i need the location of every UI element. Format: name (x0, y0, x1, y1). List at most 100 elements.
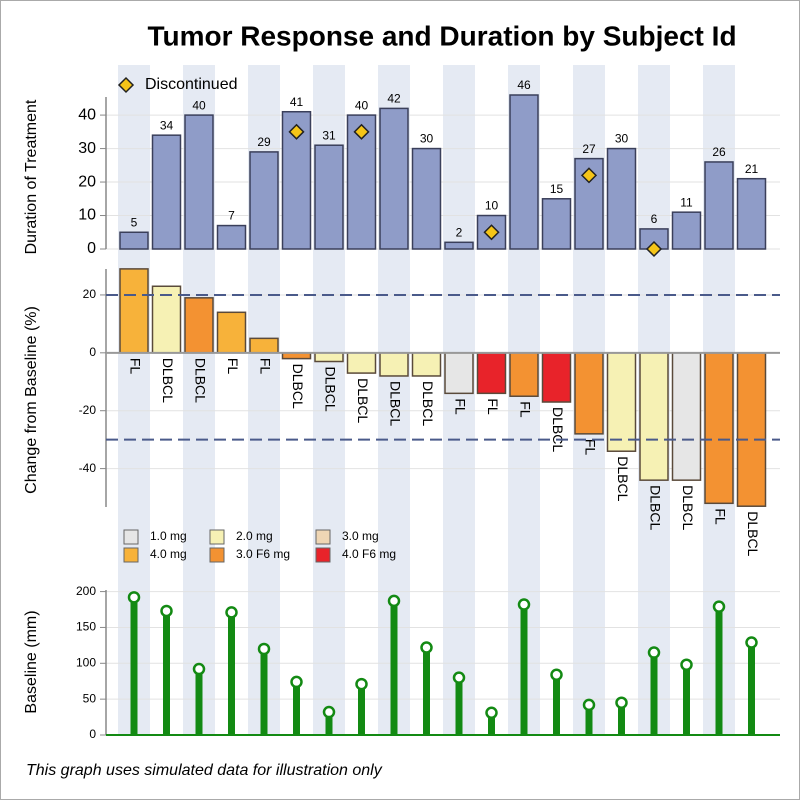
legend-label: 4.0 mg (150, 547, 187, 561)
y-tick-label: 200 (76, 584, 96, 598)
data-label: 42 (387, 92, 401, 106)
data-label: 6 (651, 212, 658, 226)
histology-label: DLBCL (647, 485, 663, 530)
needle-head (582, 698, 596, 712)
y-tick-label: 150 (76, 620, 96, 634)
y-tick-label: 0 (89, 345, 96, 359)
needle-head (192, 662, 206, 676)
histology-label: DLBCL (745, 511, 761, 556)
histology-label: FL (225, 358, 241, 375)
y-tick-label: 30 (78, 140, 96, 157)
footnote: This graph uses simulated data for illus… (26, 762, 383, 779)
y-tick-label: 0 (89, 727, 96, 741)
needle-head (290, 675, 303, 689)
histology-label: FL (517, 401, 533, 418)
bar (216, 311, 247, 354)
data-label: 10 (485, 199, 499, 213)
data-label: 27 (582, 142, 596, 156)
discontinued-marker (580, 167, 598, 184)
bar (346, 352, 377, 374)
data-label: 30 (615, 132, 629, 146)
bar (639, 352, 669, 481)
needle-head (452, 671, 466, 684)
legend-swatch (315, 529, 331, 545)
data-label: 30 (420, 132, 434, 146)
histology-label: DLBCL (290, 364, 306, 409)
histology-label: DLBCL (192, 358, 208, 403)
bar (184, 114, 214, 250)
data-label: 46 (517, 78, 531, 92)
bar (444, 352, 474, 395)
bar (736, 177, 767, 250)
y-tick-label: 20 (83, 287, 97, 301)
legend-swatch (123, 529, 139, 545)
needle-head (225, 606, 238, 619)
data-label: 15 (550, 182, 564, 196)
discontinued-marker (483, 224, 500, 241)
y-axis-title: Change from Baseline (%) (23, 306, 40, 494)
histology-label: FL (582, 439, 598, 456)
bar (151, 285, 182, 354)
discontinued-marker (353, 123, 370, 140)
bar (411, 147, 442, 250)
histology-label: FL (257, 358, 273, 375)
histology-label: FL (452, 398, 468, 415)
bar (119, 268, 149, 354)
bar (606, 147, 637, 250)
histology-label: FL (712, 508, 728, 525)
histology-label: FL (127, 358, 143, 375)
data-label: 11 (680, 195, 693, 209)
legend-label: 4.0 F6 mg (342, 547, 396, 561)
needle-head (160, 604, 173, 618)
bar (541, 352, 572, 403)
legend-label: 3.0 mg (342, 529, 379, 543)
legend-swatch (117, 76, 135, 94)
bar (476, 352, 507, 395)
histology-label: DLBCL (355, 378, 371, 423)
bar (314, 144, 344, 250)
legend-label: 2.0 mg (236, 529, 273, 543)
y-tick-label: 50 (83, 691, 97, 705)
data-label: 41 (290, 95, 304, 109)
needle-head (127, 591, 141, 604)
bar (509, 352, 539, 397)
bar (119, 231, 149, 250)
histology-label: DLBCL (680, 485, 696, 530)
bar (249, 337, 279, 354)
chart-title: Tumor Response and Duration by Subject I… (147, 20, 736, 51)
data-label: 26 (712, 145, 726, 159)
needle-head (647, 646, 661, 659)
data-label: 2 (456, 225, 463, 239)
needle-head (485, 706, 498, 720)
needle-head (550, 668, 563, 682)
legend-swatch (209, 529, 225, 545)
bar (574, 352, 604, 435)
bar (541, 198, 572, 250)
needle-head (712, 600, 726, 613)
histology-label: DLBCL (420, 381, 436, 426)
histology-label: FL (485, 398, 501, 415)
bar (379, 352, 409, 377)
needle-head (680, 658, 693, 671)
bar (444, 241, 474, 250)
legend-swatch (315, 547, 331, 563)
histology-label: DLBCL (387, 381, 403, 426)
data-label: 40 (355, 98, 369, 112)
bar (216, 224, 247, 250)
needle-head (257, 642, 271, 656)
bar (606, 352, 637, 452)
band (443, 65, 475, 735)
y-tick-label: 40 (78, 106, 96, 123)
y-tick-label: 100 (76, 655, 96, 669)
needle-head (517, 598, 531, 611)
data-label: 40 (192, 98, 206, 112)
needle-head (322, 705, 336, 719)
bar (151, 134, 182, 250)
bar (671, 211, 702, 250)
bar (671, 352, 702, 481)
legend-swatch (209, 547, 225, 563)
bar (704, 352, 734, 505)
needle-head (420, 641, 433, 654)
histology-label: DLBCL (322, 367, 338, 412)
histology-label: DLBCL (550, 407, 566, 452)
